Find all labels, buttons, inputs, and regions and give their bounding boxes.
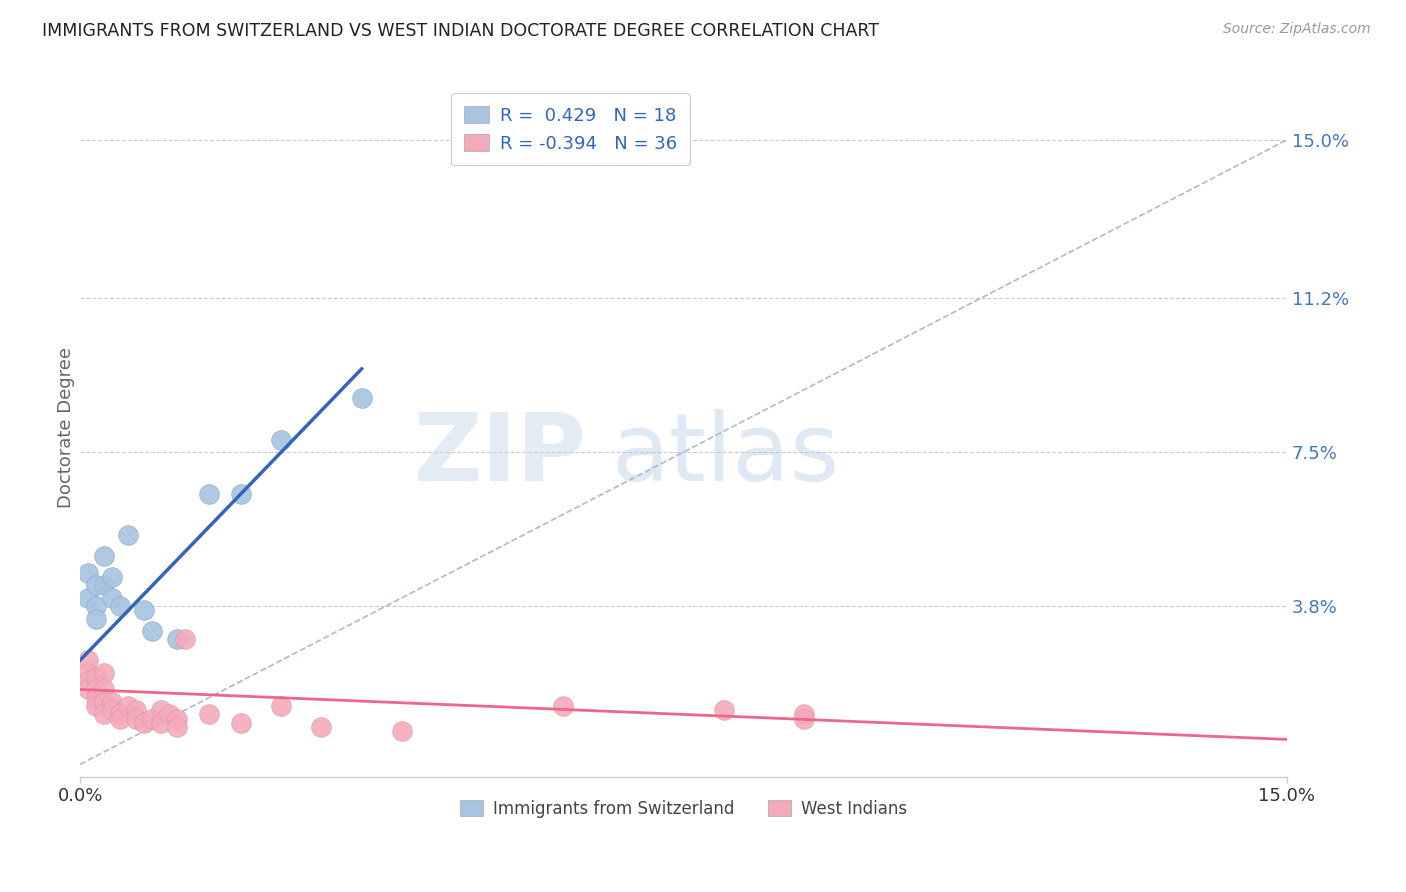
Text: Source: ZipAtlas.com: Source: ZipAtlas.com xyxy=(1223,22,1371,37)
Point xyxy=(141,712,163,726)
Point xyxy=(166,712,188,726)
Point xyxy=(229,487,252,501)
Point xyxy=(117,528,139,542)
Point xyxy=(270,699,292,714)
Point xyxy=(166,632,188,647)
Point xyxy=(93,682,115,697)
Point xyxy=(197,487,219,501)
Point xyxy=(93,665,115,680)
Point xyxy=(141,624,163,639)
Point xyxy=(84,612,107,626)
Point xyxy=(134,715,156,730)
Point xyxy=(166,720,188,734)
Point xyxy=(350,391,373,405)
Point xyxy=(84,699,107,714)
Point xyxy=(77,674,100,689)
Text: IMMIGRANTS FROM SWITZERLAND VS WEST INDIAN DOCTORATE DEGREE CORRELATION CHART: IMMIGRANTS FROM SWITZERLAND VS WEST INDI… xyxy=(42,22,879,40)
Point xyxy=(84,599,107,614)
Point xyxy=(149,703,172,717)
Text: atlas: atlas xyxy=(612,409,839,501)
Point xyxy=(77,653,100,667)
Text: ZIP: ZIP xyxy=(413,409,586,501)
Point xyxy=(270,433,292,447)
Point xyxy=(101,703,124,717)
Point xyxy=(157,707,180,722)
Point xyxy=(77,682,100,697)
Point xyxy=(77,665,100,680)
Point xyxy=(101,591,124,605)
Point xyxy=(117,699,139,714)
Point xyxy=(551,699,574,714)
Point xyxy=(77,591,100,605)
Point xyxy=(110,712,132,726)
Point xyxy=(110,599,132,614)
Point xyxy=(311,720,333,734)
Point xyxy=(793,707,815,722)
Point xyxy=(134,603,156,617)
Point xyxy=(93,695,115,709)
Point xyxy=(84,690,107,705)
Y-axis label: Doctorate Degree: Doctorate Degree xyxy=(58,347,75,508)
Legend: Immigrants from Switzerland, West Indians: Immigrants from Switzerland, West Indian… xyxy=(453,793,914,824)
Point xyxy=(101,695,124,709)
Point xyxy=(93,707,115,722)
Point xyxy=(77,566,100,580)
Point xyxy=(391,724,413,739)
Point xyxy=(101,570,124,584)
Point xyxy=(84,670,107,684)
Point xyxy=(125,712,148,726)
Point xyxy=(173,632,195,647)
Point xyxy=(713,703,735,717)
Point xyxy=(125,703,148,717)
Point xyxy=(84,578,107,592)
Point xyxy=(149,715,172,730)
Point xyxy=(793,712,815,726)
Point xyxy=(84,682,107,697)
Point xyxy=(93,549,115,564)
Point xyxy=(197,707,219,722)
Point xyxy=(110,707,132,722)
Point xyxy=(229,715,252,730)
Point xyxy=(93,578,115,592)
